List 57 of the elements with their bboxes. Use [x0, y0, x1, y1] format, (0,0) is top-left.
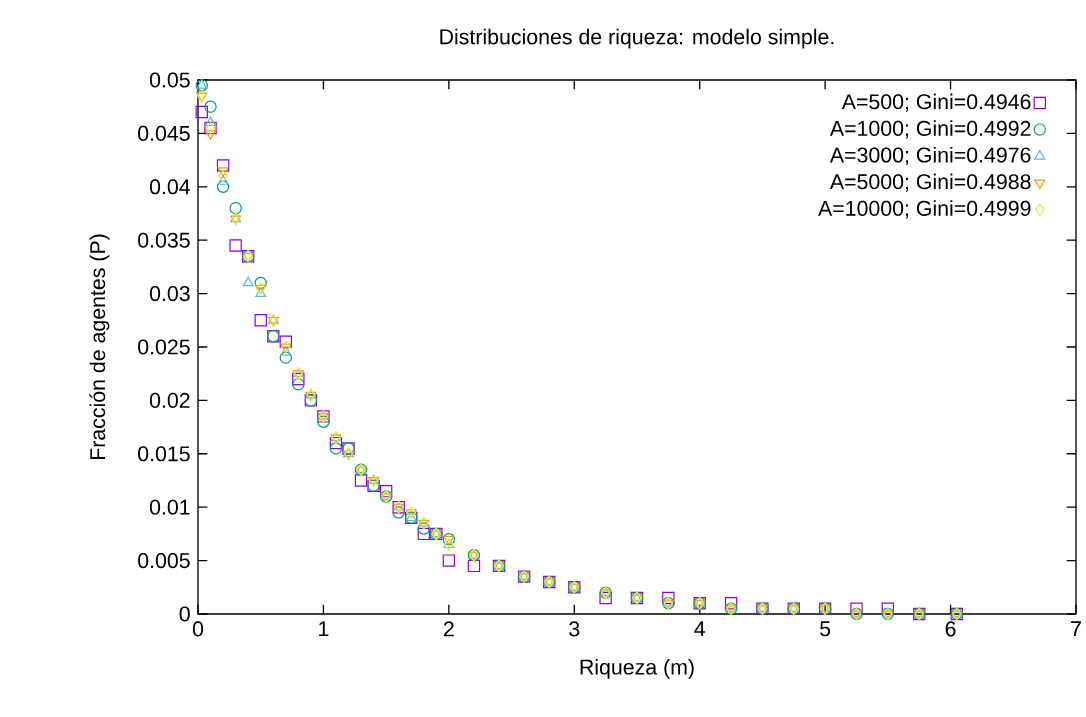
legend-label: A=3000; Gini=0.4976 [829, 146, 1031, 166]
x-tick-label: 1 [319, 621, 329, 637]
y-tick-label: 0.025 [138, 339, 190, 355]
point [329, 442, 343, 455]
y-tick-label: 0.04 [149, 179, 190, 195]
point [292, 372, 305, 386]
point [354, 474, 368, 487]
point [216, 159, 230, 172]
point [850, 602, 863, 615]
y-tick-label: 0.005 [138, 553, 190, 569]
chart-title: Distribuciones de riqueza: modelo simple. [440, 28, 834, 49]
y-axis-title: Fracción de agentes (P) [89, 234, 110, 460]
point [599, 591, 612, 605]
point [254, 276, 267, 290]
legend-label: A=5000; Gini=0.4988 [829, 173, 1031, 192]
x-axis-title: Riqueza (m) [580, 658, 694, 679]
y-tick-label: 0.05 [149, 72, 190, 88]
point [242, 276, 254, 287]
point [442, 554, 456, 567]
y-tick-label: 0.015 [138, 446, 190, 462]
legend-label: A=500; Gini=0.4946 [841, 93, 1031, 112]
point [195, 105, 208, 119]
point [217, 167, 229, 177]
x-tick-label: 4 [694, 621, 706, 637]
point [218, 169, 228, 183]
legend-label: A=1000; Gini=0.4992 [829, 120, 1031, 139]
x-tick-label: 6 [945, 621, 956, 637]
point [467, 559, 481, 573]
point [292, 378, 305, 391]
y-tick-label: 0.02 [149, 392, 190, 408]
point [417, 522, 430, 535]
point [229, 239, 242, 252]
point [216, 180, 230, 193]
x-tick-label: 0 [192, 621, 204, 637]
point [279, 335, 292, 348]
legend-label: A=10000; Gini=0.4999 [818, 200, 1031, 219]
point [329, 436, 343, 450]
point [392, 506, 405, 519]
point [205, 116, 216, 127]
x-tick-label: 7 [1071, 621, 1081, 637]
point [279, 351, 292, 364]
point [724, 597, 738, 610]
y-tick-label: 0.01 [149, 499, 190, 515]
point [217, 175, 229, 185]
point [229, 201, 242, 215]
point [204, 100, 217, 113]
point [254, 314, 267, 327]
x-tick-label: 2 [443, 621, 454, 637]
point [205, 129, 216, 140]
x-tick-label: 3 [569, 621, 580, 637]
y-tick-label: 0.03 [149, 286, 190, 302]
point [417, 527, 430, 541]
x-tick-label: 5 [820, 621, 831, 637]
y-tick-label: 0 [179, 606, 190, 622]
y-tick-label: 0.045 [138, 125, 190, 141]
point [317, 415, 330, 428]
y-tick-label: 0.035 [138, 232, 190, 248]
